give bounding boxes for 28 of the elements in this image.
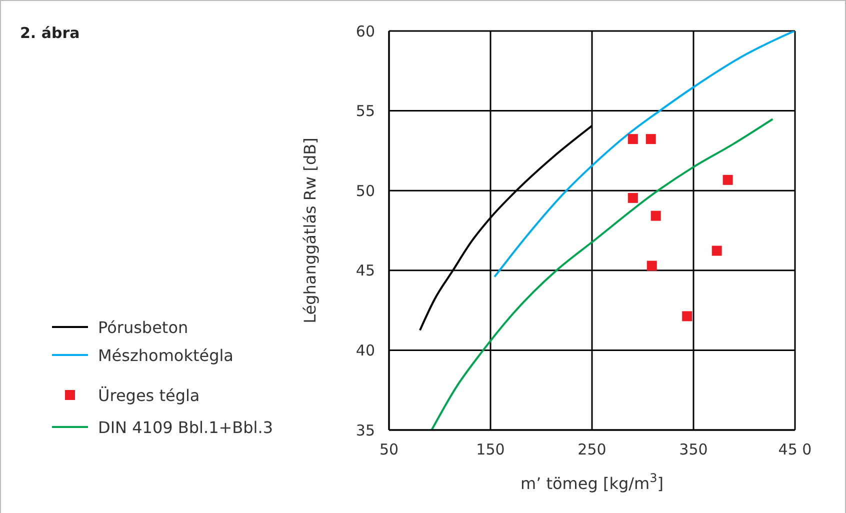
point <box>650 210 661 221</box>
legend-label: Pórusbeton <box>98 318 188 336</box>
point <box>722 174 733 185</box>
x-axis-title: m’ tömeg [kg/m$^{3}$] <box>520 471 664 493</box>
y-tick-label: 50 <box>356 182 375 200</box>
y-axis-title: Léghanggátlás Rw [dB] <box>300 138 320 324</box>
x-tick-label: 150 <box>476 440 505 459</box>
point <box>628 192 638 203</box>
legend-label: Mészhomoktégla <box>98 346 234 364</box>
point <box>646 260 657 271</box>
y-tick-label: 45 <box>356 262 375 280</box>
legend-label: Üreges tégla <box>98 386 200 404</box>
point <box>646 134 656 144</box>
y-tick-label: 60 <box>356 22 375 40</box>
x-tick-label: 250 <box>578 440 606 459</box>
x-tick-label: 45 0 <box>778 440 812 459</box>
y-tick-label: 55 <box>356 102 375 120</box>
text: 2. ábra <box>20 24 80 42</box>
point <box>628 134 638 144</box>
x-tick-label: 350 <box>679 440 708 459</box>
point <box>712 246 722 256</box>
line-series <box>494 31 795 278</box>
x-tick-label: 50 <box>379 440 399 459</box>
y-tick-label: 40 <box>356 342 375 360</box>
legend-label: DIN 4109 Bbl.1+Bbl.3 <box>98 418 273 436</box>
point <box>682 311 692 322</box>
line-series <box>430 118 774 430</box>
y-tick-label: 35 <box>356 421 375 440</box>
